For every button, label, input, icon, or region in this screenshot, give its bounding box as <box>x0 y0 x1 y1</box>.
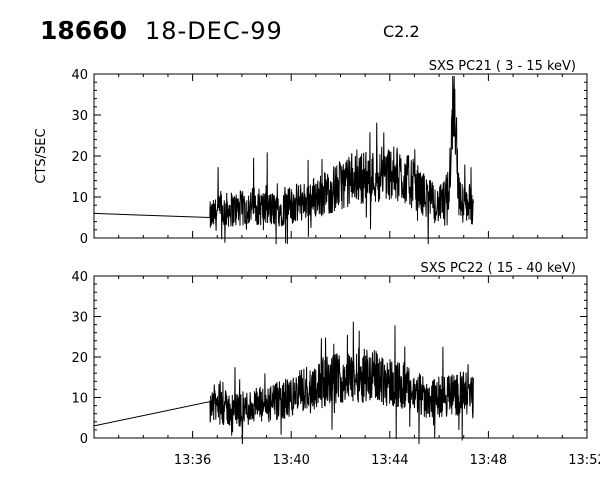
panel-title-1: SXS PC21 ( 3 - 15 keV) <box>429 59 576 74</box>
flare-class: C2.2 <box>383 22 420 41</box>
x-tick-label: 13:52 <box>568 453 600 468</box>
event-id: 18660 <box>40 16 127 45</box>
data-series-line-2 <box>93 321 474 445</box>
event-date: 18-DEC-99 <box>145 17 283 45</box>
y-tick-label: 30 <box>71 109 88 124</box>
y-tick-label: 10 <box>71 191 88 206</box>
plot-frame-1 <box>93 73 588 239</box>
y-tick-label: 10 <box>71 392 88 407</box>
plot-frame-2 <box>93 275 588 439</box>
x-tick-label: 13:48 <box>470 453 507 468</box>
x-tick-label: 13:44 <box>371 453 408 468</box>
y-tick-label: 40 <box>71 270 88 285</box>
y-axis-label: CTS/SEC <box>34 128 49 183</box>
y-tick-label: 0 <box>80 232 88 247</box>
panel-title-2: SXS PC22 ( 15 - 40 keV) <box>420 261 576 276</box>
y-tick-label: 30 <box>71 311 88 326</box>
data-series-line-1 <box>93 75 474 245</box>
y-tick-label: 20 <box>71 150 88 165</box>
x-tick-label: 13:36 <box>174 453 211 468</box>
y-tick-label: 0 <box>80 432 88 447</box>
x-tick-label: 13:40 <box>272 453 309 468</box>
y-tick-label: 20 <box>71 351 88 366</box>
y-tick-label: 40 <box>71 68 88 83</box>
